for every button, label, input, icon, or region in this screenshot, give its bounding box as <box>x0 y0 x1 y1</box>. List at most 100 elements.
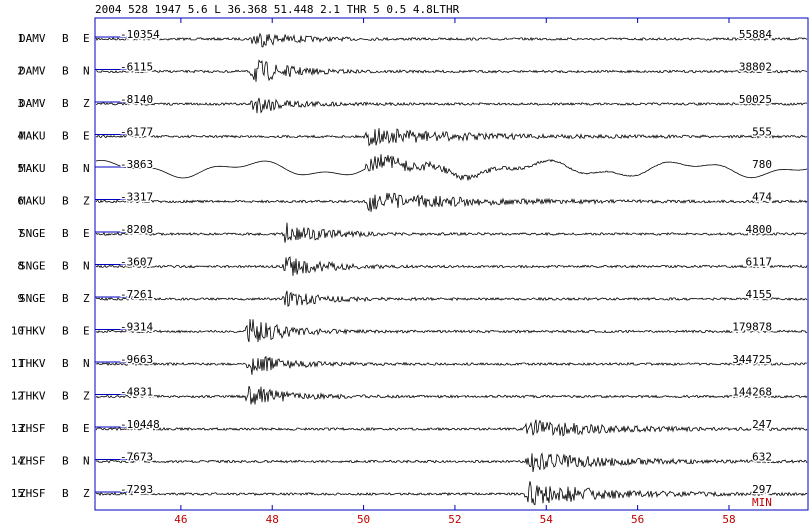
waveform <box>95 419 808 437</box>
trace-band: B <box>62 325 69 338</box>
trace-min: -8140 <box>120 93 153 106</box>
trace-max: 38802 <box>739 61 772 74</box>
trace-station: DAMV <box>19 65 46 78</box>
trace-station: DAMV <box>19 32 46 45</box>
trace-number: 14 <box>11 455 25 468</box>
trace-component: Z <box>83 195 90 208</box>
trace-min: -6115 <box>120 61 153 74</box>
trace-band: B <box>62 487 69 500</box>
trace-component: N <box>83 65 90 78</box>
waveform <box>95 385 808 405</box>
trace-component: E <box>83 227 90 240</box>
trace-band: B <box>62 227 69 240</box>
trace-component: E <box>83 130 90 143</box>
x-tick-label: 58 <box>722 513 735 526</box>
waveform <box>95 154 808 181</box>
trace-station: DAMV <box>19 97 46 110</box>
trace-band: B <box>62 260 69 273</box>
waveform <box>96 59 808 82</box>
trace-band: B <box>62 97 69 110</box>
trace-station: THKV <box>19 325 46 338</box>
trace-component: N <box>83 260 90 273</box>
trace-number: 6 <box>17 195 24 208</box>
trace-max: 50025 <box>739 93 772 106</box>
trace-station: SNGE <box>19 260 46 273</box>
trace-station: MAKU <box>19 130 46 143</box>
trace-station: SNGE <box>19 227 46 240</box>
trace-number: 3 <box>17 97 24 110</box>
waveform <box>95 128 808 147</box>
trace-max: 474 <box>752 191 772 204</box>
trace-station: THKV <box>19 390 46 403</box>
trace-component: N <box>83 162 90 175</box>
trace-component: Z <box>83 390 90 403</box>
trace-station: ZHSF <box>19 455 46 468</box>
trace-band: B <box>62 357 69 370</box>
trace-min: -7261 <box>120 288 153 301</box>
trace-number: 2 <box>17 65 24 78</box>
trace-number: 4 <box>17 130 24 143</box>
trace-band: B <box>62 390 69 403</box>
waveform <box>95 290 808 307</box>
trace-number: 11 <box>11 357 24 370</box>
trace-min: -9314 <box>120 321 153 334</box>
trace-min: -10354 <box>120 28 160 41</box>
trace-min: -9663 <box>120 353 153 366</box>
trace-max: 4800 <box>746 223 773 236</box>
trace-number: 12 <box>11 390 24 403</box>
trace-component: E <box>83 32 90 45</box>
trace-component: N <box>83 455 90 468</box>
trace-min: -8208 <box>120 223 153 236</box>
trace-band: B <box>62 162 69 175</box>
trace-component: Z <box>83 97 90 110</box>
header: 2004 528 1947 5.6 L 36.368 51.448 2.1 TH… <box>95 3 460 16</box>
trace-station: ZHSF <box>19 487 46 500</box>
waveform <box>95 32 808 48</box>
trace-number: 10 <box>11 325 24 338</box>
waveform <box>95 319 808 343</box>
x-tick-label: 48 <box>266 513 279 526</box>
waveform <box>95 256 808 276</box>
trace-component: Z <box>83 487 90 500</box>
trace-max: 144268 <box>732 386 772 399</box>
trace-component: N <box>83 357 90 370</box>
trace-max: 344725 <box>732 353 772 366</box>
trace-station: ZHSF <box>19 422 46 435</box>
x-tick-label: 56 <box>631 513 644 526</box>
trace-max: 297 <box>752 483 772 496</box>
trace-number: 5 <box>17 162 24 175</box>
trace-min: -3317 <box>120 191 153 204</box>
trace-number: 15 <box>11 487 24 500</box>
trace-max: 55884 <box>739 28 772 41</box>
trace-number: 13 <box>11 422 24 435</box>
trace-max: 247 <box>752 418 772 431</box>
trace-number: 9 <box>17 292 24 305</box>
waveform <box>95 481 808 506</box>
trace-min: -6177 <box>120 126 153 139</box>
trace-component: E <box>83 422 90 435</box>
trace-number: 7 <box>17 227 24 240</box>
trace-band: B <box>62 130 69 143</box>
trace-station: THKV <box>19 357 46 370</box>
trace-max: 555 <box>752 126 772 139</box>
trace-min: -7673 <box>120 451 153 464</box>
trace-min: -3607 <box>120 256 153 269</box>
trace-band: B <box>62 65 69 78</box>
trace-band: B <box>62 455 69 468</box>
waveform <box>95 452 808 473</box>
trace-band: B <box>62 422 69 435</box>
trace-component: E <box>83 325 90 338</box>
trace-number: 1 <box>17 32 24 45</box>
trace-max: 6117 <box>746 256 773 269</box>
trace-number: 8 <box>17 260 24 273</box>
x-tick-label: 54 <box>540 513 554 526</box>
trace-band: B <box>62 32 69 45</box>
x-tick-label: 50 <box>357 513 370 526</box>
waveform <box>95 192 808 212</box>
trace-min: -10448 <box>120 418 160 431</box>
trace-band: B <box>62 195 69 208</box>
plot-frame <box>94 17 809 511</box>
waveform <box>95 97 808 114</box>
waveform <box>95 355 808 375</box>
